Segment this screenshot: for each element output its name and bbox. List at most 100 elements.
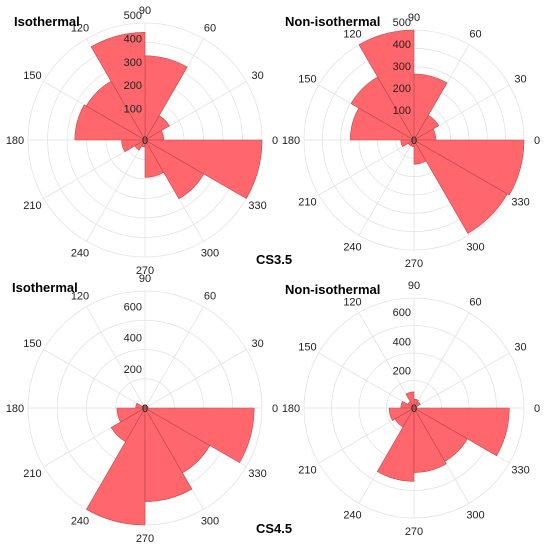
radial-tick-label: 100 (393, 105, 411, 117)
rose-bar-180 (388, 407, 416, 421)
angle-tick-label: 330 (511, 465, 529, 477)
angle-tick-label: 180 (282, 135, 300, 147)
panel-title: Isothermal (14, 14, 80, 29)
angle-tick-label: 60 (204, 290, 216, 302)
angle-tick-label: 300 (201, 516, 219, 528)
angle-tick-label: 270 (136, 533, 154, 544)
radial-tick-label: 0 (142, 403, 148, 415)
angle-tick-label: 180 (6, 135, 24, 147)
angle-tick-label: 210 (298, 197, 316, 209)
rose-bar-270 (413, 406, 447, 473)
grid-spoke (144, 306, 204, 409)
radial-tick-label: 300 (124, 57, 142, 69)
grid-spoke (358, 312, 415, 409)
grid-spoke (86, 139, 146, 242)
rose-panel-4: 0 200 400 600 0 30 60 90 120 150 180 210 240 270 300 33… (282, 280, 540, 538)
grid-spoke (358, 139, 415, 236)
rose-bar-90 (90, 32, 146, 142)
group-label: CS3.5 (256, 252, 292, 267)
angle-tick-label: 0 (272, 403, 278, 415)
angle-tick-label: 270 (136, 265, 154, 277)
angle-tick-label: 0 (272, 135, 278, 147)
radial-tick-label: 300 (393, 61, 411, 73)
panel-title: Non-isothermal (285, 282, 380, 297)
angle-tick-label: 30 (514, 74, 526, 86)
angle-tick-label: 60 (469, 28, 481, 40)
radial-tick-label: 400 (393, 336, 411, 348)
angle-tick-label: 150 (23, 338, 41, 350)
angle-tick-label: 0 (534, 403, 540, 415)
angle-tick-label: 240 (71, 516, 89, 528)
angle-tick-label: 270 (405, 258, 423, 270)
rose-panel-2: 0 100 200 300 400 500 0 30 60 90 120 150 180 210 240 27… (282, 12, 540, 270)
rose-bar-150 (74, 104, 147, 141)
rose-bar-180 (121, 139, 147, 153)
angle-tick-label: 180 (6, 403, 24, 415)
rose-panel-1: 0 100 200 300 400 500 0 30 60 90 120 150 180 210 240 27… (6, 5, 278, 277)
angle-tick-label: 210 (23, 468, 41, 480)
angle-tick-label: 240 (343, 510, 361, 522)
angle-tick-label: 210 (23, 200, 41, 212)
radial-tick-label: 400 (393, 39, 411, 51)
angle-tick-label: 30 (251, 338, 263, 350)
radial-tick-label: 600 (124, 301, 142, 313)
grid-spoke (86, 306, 146, 409)
rose-bar-330 (412, 139, 525, 196)
radial-tick-label: 200 (393, 366, 411, 378)
radial-tick-label: 400 (124, 333, 142, 345)
angle-tick-label: 120 (343, 28, 361, 40)
angle-tick-label: 120 (343, 296, 361, 308)
rose-bar-150 (349, 107, 416, 141)
radial-tick-label: 600 (393, 307, 411, 319)
panel-title: Isothermal (12, 280, 78, 295)
angle-tick-label: 60 (204, 22, 216, 34)
angle-tick-label: 90 (139, 5, 151, 17)
angle-tick-label: 120 (71, 290, 89, 302)
rose-bar-330 (143, 139, 263, 199)
grid-spoke (413, 352, 510, 409)
grid-spoke (144, 349, 247, 409)
radial-tick-label: 100 (124, 104, 142, 116)
radial-tick-label: 200 (393, 83, 411, 95)
rose-bar-240 (376, 406, 415, 482)
angle-tick-label: 330 (248, 468, 266, 480)
rose-bar-330 (412, 407, 510, 457)
angle-tick-label: 330 (248, 200, 266, 212)
radial-tick-label: 200 (124, 80, 142, 92)
rose-bar-90 (358, 29, 415, 142)
radial-tick-label: 200 (124, 364, 142, 376)
angle-tick-label: 150 (298, 74, 316, 86)
angle-tick-label: 30 (251, 70, 263, 82)
rose-bar-330 (143, 407, 255, 464)
rose-bar-270 (144, 406, 193, 502)
angle-tick-label: 30 (514, 342, 526, 354)
grid-spoke (318, 352, 415, 409)
angle-tick-label: 240 (343, 242, 361, 254)
radial-tick-label: 400 (124, 33, 142, 45)
rose-bar-240 (86, 406, 146, 526)
grid-spoke (43, 349, 146, 409)
angle-tick-label: 90 (139, 273, 151, 285)
angle-tick-label: 150 (23, 70, 41, 82)
angle-tick-label: 0 (534, 135, 540, 147)
angle-tick-label: 330 (511, 197, 529, 209)
grid-spoke (318, 139, 415, 196)
angle-tick-label: 150 (298, 342, 316, 354)
angle-tick-label: 120 (71, 22, 89, 34)
radial-tick-label: 500 (124, 10, 142, 22)
panel-title: Non-isothermal (285, 14, 380, 29)
angle-tick-label: 60 (469, 296, 481, 308)
angle-tick-label: 300 (201, 248, 219, 260)
angle-tick-label: 90 (408, 12, 420, 24)
radial-tick-label: 0 (142, 135, 148, 147)
rose-bar-210 (134, 139, 146, 151)
grid-spoke (413, 312, 470, 409)
group-label: CS4.5 (256, 521, 292, 536)
radial-tick-label: 0 (411, 403, 417, 415)
rose-bar-120 (350, 76, 415, 141)
angle-tick-label: 240 (71, 248, 89, 260)
angle-tick-label: 270 (405, 526, 423, 538)
angle-tick-label: 180 (282, 403, 300, 415)
angle-tick-label: 300 (466, 242, 484, 254)
